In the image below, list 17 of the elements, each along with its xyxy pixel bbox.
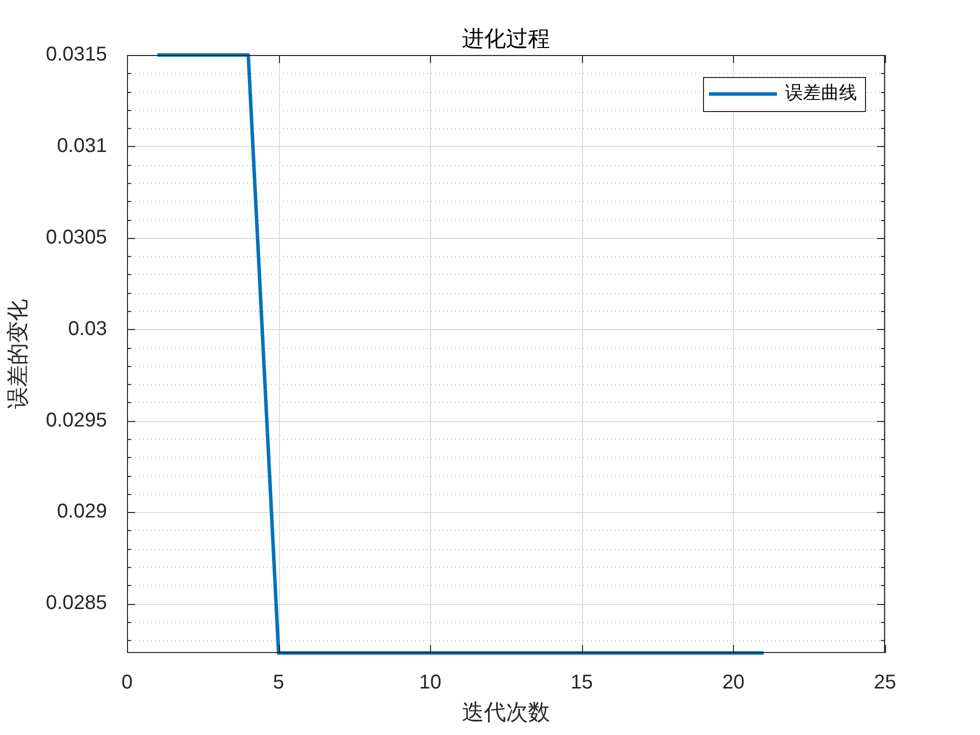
x-tick-label: 10: [419, 672, 442, 694]
y-tick-label: 0.0305: [46, 226, 107, 248]
y-tick-label: 0.0285: [46, 592, 107, 614]
legend-label: 误差曲线: [785, 82, 857, 103]
y-tick-label: 0.031: [56, 134, 107, 157]
x-tick-label: 0: [121, 672, 133, 694]
x-axis-title: 迭代次数: [462, 700, 550, 725]
x-tick-label: 15: [570, 672, 593, 694]
chart-title: 进化过程: [462, 26, 550, 51]
y-tick-label: 0.03: [68, 318, 107, 340]
y-tick-label: 0.029: [56, 500, 107, 523]
x-tick-label: 25: [874, 672, 896, 694]
x-tick-label: 5: [273, 672, 284, 694]
y-tick-label: 0.0295: [46, 409, 107, 432]
y-axis-title: 误差的变化: [4, 299, 30, 409]
x-tick-label: 20: [722, 672, 745, 694]
y-tick-label: 0.0315: [46, 44, 107, 66]
